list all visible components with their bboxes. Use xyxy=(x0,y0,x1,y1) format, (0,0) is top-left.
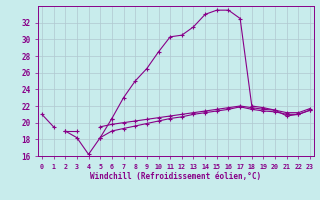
X-axis label: Windchill (Refroidissement éolien,°C): Windchill (Refroidissement éolien,°C) xyxy=(91,172,261,181)
